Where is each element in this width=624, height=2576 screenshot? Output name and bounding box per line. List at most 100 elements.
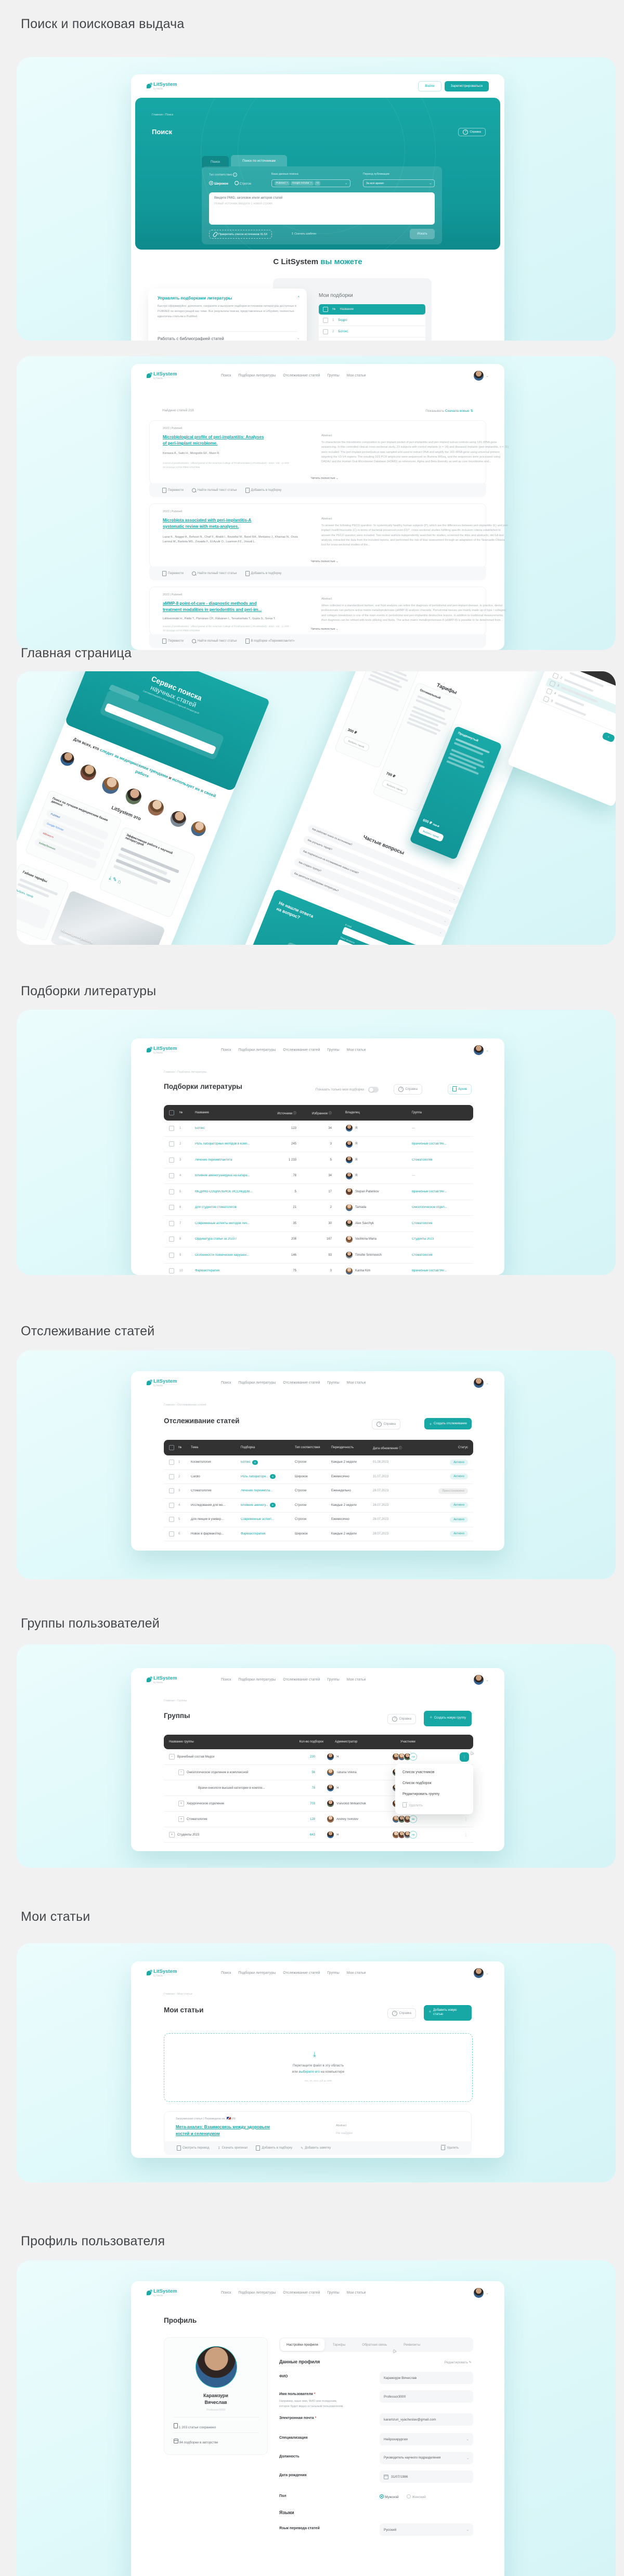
tab-requisites[interactable]: Реквизиты [404,2343,421,2347]
row-checkbox[interactable] [169,1502,174,1508]
row-checkbox[interactable] [169,1189,174,1194]
expand-toggle-icon[interactable]: + [178,1816,184,1822]
row-checkbox[interactable] [169,1237,174,1242]
tracking-collection[interactable]: Фармакотерапия [241,1532,266,1536]
tab-profile-settings[interactable]: Настройки профиля [280,2338,324,2351]
translate-action[interactable]: Перевести [162,488,184,493]
search-textarea[interactable]: Введите PMID, заголовок и/или авторов ст… [209,192,435,225]
remove-chip-icon[interactable]: × [310,182,312,185]
row-checkbox[interactable] [169,1157,174,1163]
collection-row[interactable]: 1 Ботокс 123 34 Я — [164,1121,473,1137]
field-position-select[interactable]: Руководитель научного подразделения ⌄ [380,2452,473,2464]
archive-button[interactable]: Архив [448,1084,472,1095]
tracking-collection[interactable]: Ботокс 9 [241,1460,291,1465]
group-actions-button[interactable]: ⋮ [460,1752,469,1762]
row-checkbox[interactable] [169,1488,174,1494]
row-menu-icon[interactable]: ⋮ [464,1832,468,1837]
tracking-collection[interactable]: Влияние аминогу... 8 [241,1503,291,1508]
row-checkbox[interactable] [169,1205,174,1211]
view-translation-action[interactable]: Смотреть перевод [177,2145,210,2151]
nav-link[interactable]: Группы [327,374,340,378]
nav-link[interactable]: Мои статьи [346,1048,366,1052]
collection-row[interactable]: 5 МЕДИКО-СОЦИАЛЬНОЕ ИССЛЕДОВ... 5 17 Ste… [164,1184,473,1200]
login-button[interactable]: Войти [418,81,441,92]
breadcrumb-home[interactable]: Главная [152,113,163,116]
group-name[interactable]: Стоматология [412,1253,433,1257]
nav-link[interactable]: Группы [327,1678,340,1682]
group-row[interactable]: − Врачебный состав Медси 230 Я [164,1749,473,1765]
user-menu[interactable]: ⌄ [474,1675,489,1685]
col-fav[interactable]: Избранное ⓘ [311,1112,332,1115]
nav-link[interactable]: Отслеживание статей [283,1381,320,1385]
article-title[interactable]: Microbiological profile of peri-implanti… [163,435,264,439]
expand-toggle-icon[interactable]: + [178,1801,184,1806]
radio-strict[interactable] [234,181,239,185]
tracking-row[interactable]: 1 Косметология Ботокс 9 Строгое Каждые 2 … [164,1455,473,1470]
expand-toggle-icon[interactable]: + [169,1832,175,1838]
collection-name[interactable]: Фармакотерапия [195,1269,220,1273]
user-menu[interactable]: ⌄ [474,1968,489,1978]
nav-link[interactable]: Подборки литературы [238,2291,276,2295]
add-to-collection-action[interactable]: Добавить в подборку [245,488,281,493]
sort-control[interactable]: Показывать Сначала новые ⇅ [425,409,473,413]
collection-row[interactable]: 8 Ординатура статьи за 2023 г 208 167 Va… [164,1231,473,1247]
user-menu[interactable]: ⌄ [474,1045,489,1055]
period-select[interactable]: За всё время ⌄ [363,179,435,187]
choose-tariff-button[interactable]: Выбрать тариф [418,825,444,842]
nav-link[interactable]: Поиск [221,1971,231,1975]
tab-tariffs[interactable]: Тарифы [332,2343,346,2347]
collection-name[interactable]: Ботокс [338,330,348,333]
group-name[interactable]: — [412,1174,415,1178]
choose-tariff-button[interactable]: Выбрать тариф [381,779,409,796]
nav-link[interactable]: Подборки литературы [238,1048,276,1052]
nav-link[interactable]: Мои статьи [346,374,366,378]
add-to-collection-action[interactable]: Добавить в подборку [256,2145,292,2151]
tab-search[interactable]: Поиск [202,156,229,167]
translate-action[interactable]: Перевести [162,639,184,644]
nav-link[interactable]: Группы [327,2291,340,2295]
nav-link[interactable]: Подборки литературы [238,1971,276,1975]
nav-link[interactable]: Отслеживание статей [283,374,320,378]
menu-item-collections[interactable]: Список подборок [402,1781,432,1785]
help-button[interactable]: ? Справка [387,1714,416,1724]
breadcrumb[interactable]: Главная › Мои статьи [164,1993,192,1996]
download-template-link[interactable]: ↧ Скачать шаблон [291,232,317,236]
attach-sources-button[interactable]: Прикрепить список источников XLSX [209,230,272,239]
read-more-link[interactable]: Читать полностью ⌄ [311,560,339,563]
group-name[interactable]: Врачебный состав Ме... [412,1190,447,1193]
row-checkbox[interactable] [169,1141,174,1147]
collection-row[interactable]: 6 Для студентов стоматологов 21 2 Tamada… [164,1200,473,1216]
collection-name[interactable]: Ординатура статьи за 2023 г [195,1238,237,1241]
row-checkbox[interactable] [169,1474,174,1479]
collection-name[interactable]: МЕДИКО-СОЦИАЛЬНОЕ ИССЛЕДОВ... [195,1190,253,1193]
menu-item-members[interactable]: Список участников [402,1771,435,1774]
radio-male[interactable] [380,2494,384,2499]
tracking-row[interactable]: 5 Для лекций в универ... Современные асп… [164,1513,473,1527]
row-checkbox[interactable] [169,1252,174,1258]
create-tracking-button[interactable]: ＋ Создать отслеживание [424,1418,472,1429]
create-group-button[interactable]: ＋ Создать новую группу [424,1711,472,1726]
tracking-row[interactable]: 6 Новое в фармакотер... Фармакотерапия Ш… [164,1527,473,1541]
collection-row[interactable]: 9 Особенности психических нарушен... 146… [164,1247,473,1264]
row-checkbox[interactable] [169,1460,174,1465]
translate-action[interactable]: Перевести [162,571,184,576]
accordion-item-1[interactable]: Управлять подборками литературы [158,296,232,301]
group-name[interactable]: Врачебный состав Ме... [412,1142,447,1146]
help-button[interactable]: ? Справка [394,1084,422,1095]
tracking-collection[interactable]: Роль лабораторн... 6 [241,1474,291,1479]
nav-link[interactable]: Группы [327,1381,340,1385]
mini-action-button[interactable]: ＋ [601,731,616,743]
user-menu[interactable]: ⌄ [474,371,489,381]
nav-link[interactable]: Поиск [221,2291,231,2295]
group-name[interactable]: Студенты 2023 [177,1833,200,1837]
nav-link[interactable]: Мои статьи [346,1971,366,1975]
col-date[interactable]: Дата обновления ⓘ [373,1447,402,1450]
collection-row[interactable]: 10 Фармакотерапия 75 3 Karina Kim Врачеб… [164,1263,473,1275]
nav-link[interactable]: Подборки литературы [238,1381,276,1385]
tab-feedback[interactable]: Обратная связь ➤ [362,2343,398,2354]
tracking-row[interactable]: 2 Cardio Роль лабораторн... 6 Широкое Еже… [164,1469,473,1484]
nav-link[interactable]: Поиск [221,1048,231,1052]
remove-chip-icon[interactable]: × [286,182,288,185]
collection-name[interactable]: Бедро [338,318,347,322]
accordion-item-2[interactable]: Работать с библиографией статей [158,336,224,341]
